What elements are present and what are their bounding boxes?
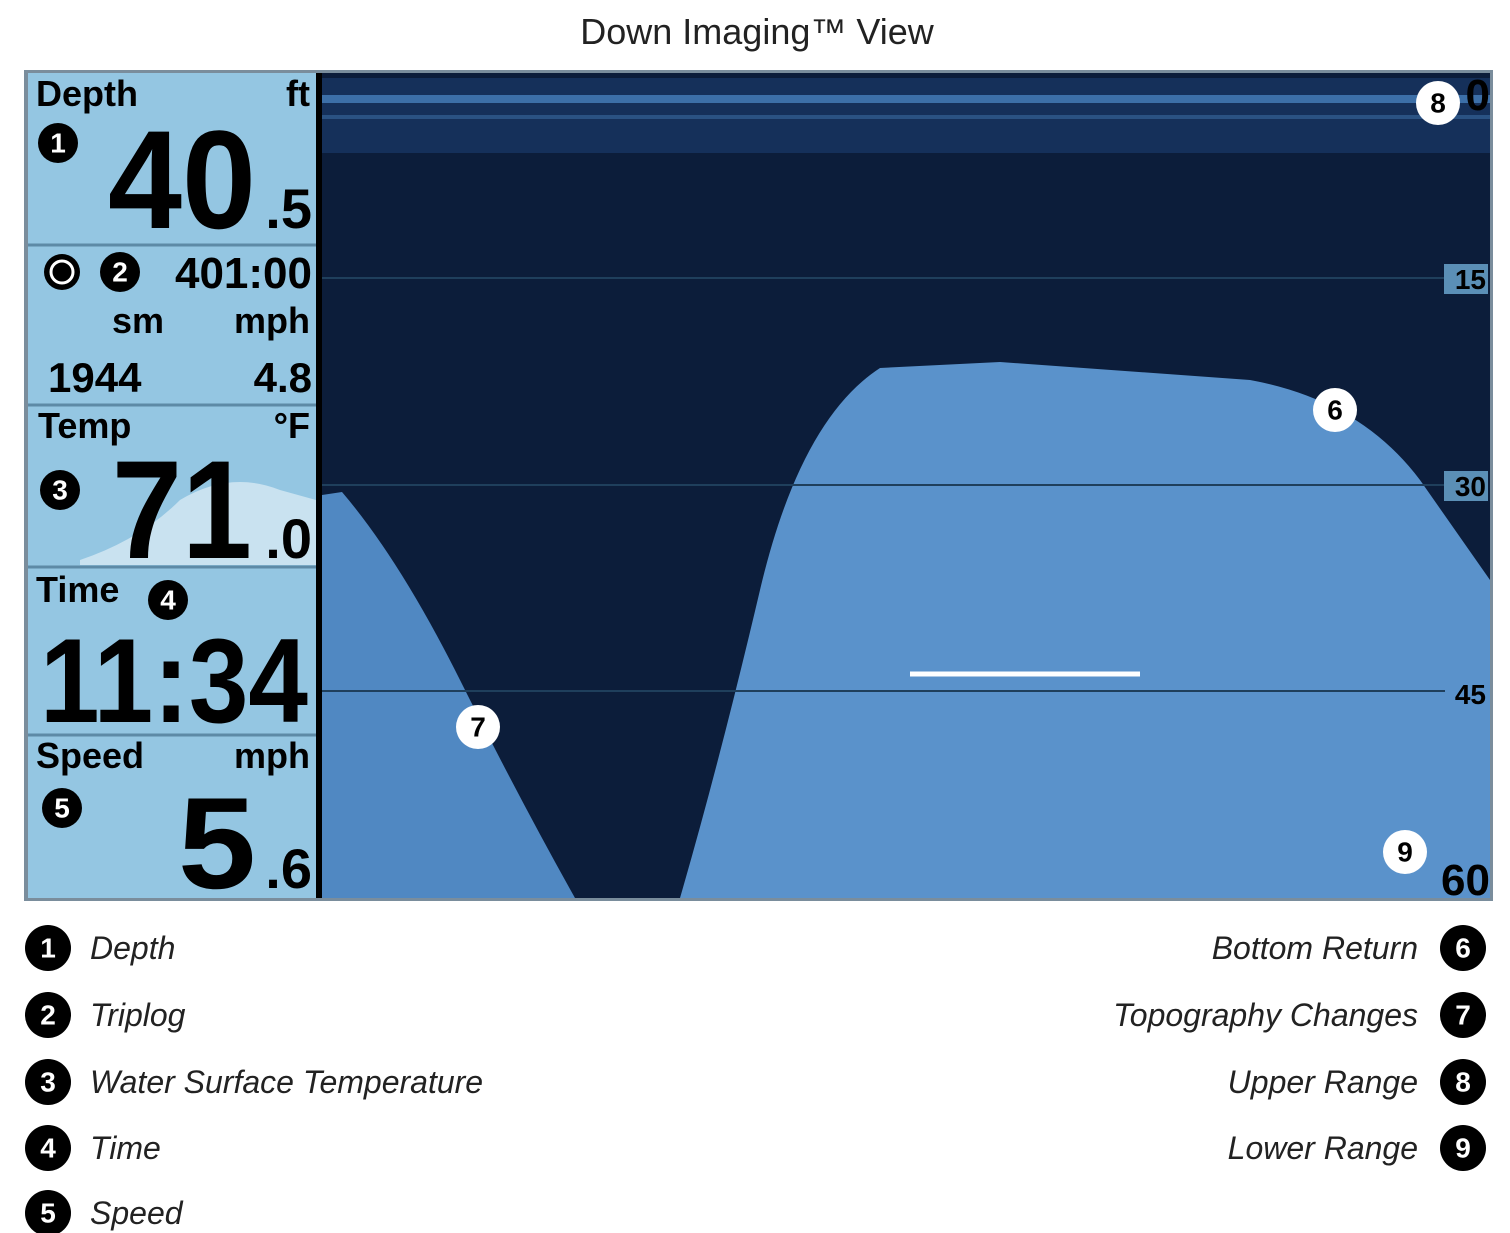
temp-unit: °F — [274, 405, 310, 446]
callout-badge — [1440, 1125, 1486, 1171]
callout-number: 9 — [1455, 1133, 1471, 1164]
callout-number: 5 — [54, 793, 70, 824]
legend: 1 Depth 2 Triplog 3 Water Surface Temperature… — [25, 925, 1486, 1233]
legend-label: Topography Changes — [1113, 997, 1418, 1033]
temp-graph — [80, 482, 316, 565]
temp-label: Temp — [38, 405, 131, 446]
callout-badge — [25, 1190, 71, 1233]
scale-box — [1444, 471, 1488, 501]
callout-badge — [148, 580, 188, 620]
sonar-view — [322, 73, 1490, 898]
scale-label: 0 — [1466, 71, 1490, 120]
callout-number: 7 — [470, 712, 486, 743]
scale-label: 15 — [1455, 264, 1486, 295]
legend-label: Time — [90, 1130, 161, 1166]
depth-fraction: .5 — [265, 177, 312, 240]
figure-title: Down Imaging™ View — [580, 11, 934, 52]
trip-speed-value: 4.8 — [254, 354, 312, 401]
speed-value: 5 — [178, 770, 256, 916]
depth-value: 40 — [108, 101, 256, 258]
callout-badge — [1440, 992, 1486, 1038]
callout-badge — [42, 788, 82, 828]
callout-number: 2 — [40, 1000, 56, 1031]
temp-fraction: .0 — [265, 507, 312, 570]
clock-icon — [49, 259, 75, 285]
callout-badge — [25, 925, 71, 971]
callout-number: 1 — [50, 128, 66, 159]
speed-unit: mph — [234, 300, 310, 341]
callout-badge — [25, 1059, 71, 1105]
speed-unit: mph — [234, 735, 310, 776]
callout-number: 7 — [1455, 1000, 1471, 1031]
callout-number: 3 — [52, 475, 68, 506]
legend-label: Bottom Return — [1212, 930, 1418, 966]
callout-number: 9 — [1397, 837, 1413, 868]
callout-badge — [100, 252, 140, 292]
scale-box — [1444, 264, 1488, 294]
callout-badge — [1440, 925, 1486, 971]
time-label: Time — [36, 569, 119, 610]
time-value: 11:34 — [40, 614, 308, 748]
triplog-time: 401:00 — [175, 249, 312, 298]
panel-separator — [316, 73, 322, 898]
callout-badge — [25, 1125, 71, 1171]
scale-label: 30 — [1455, 471, 1486, 502]
speed-fraction: .6 — [265, 837, 312, 900]
callout-badge — [1440, 1059, 1486, 1105]
callout-badge — [38, 123, 78, 163]
callout-number: 8 — [1430, 88, 1446, 119]
panel-dividers — [28, 243, 316, 737]
legend-label: Triplog — [90, 997, 186, 1033]
callout-number: 4 — [40, 1133, 56, 1164]
distance-value: 1944 — [48, 354, 142, 401]
legend-label: Water Surface Temperature — [90, 1064, 483, 1100]
legend-label: Depth — [90, 930, 175, 966]
image-callouts: 8 6 7 9 — [456, 81, 1460, 874]
callout-number: 6 — [1327, 395, 1343, 426]
callout-number: 6 — [1455, 933, 1471, 964]
depth-label: Depth — [36, 73, 138, 114]
depth-unit: ft — [286, 73, 310, 114]
callout-number: 5 — [40, 1198, 56, 1229]
callout-number: 1 — [40, 933, 56, 964]
temp-value: 71 — [112, 431, 252, 588]
callout-number: 8 — [1455, 1067, 1471, 1098]
clock-icon — [44, 254, 80, 290]
callout-number: 4 — [160, 585, 176, 616]
legend-label: Lower Range — [1228, 1130, 1418, 1166]
callout-number: 3 — [40, 1067, 56, 1098]
distance-unit: sm — [112, 300, 164, 341]
scale-label: 45 — [1455, 679, 1486, 710]
callout-number: 2 — [112, 257, 128, 288]
legend-label: Upper Range — [1228, 1064, 1418, 1100]
scale-label: 60 — [1441, 856, 1490, 905]
speed-label: Speed — [36, 735, 144, 776]
legend-label: Speed — [90, 1195, 184, 1231]
callout-badge — [40, 470, 80, 510]
callout-badge — [25, 992, 71, 1038]
